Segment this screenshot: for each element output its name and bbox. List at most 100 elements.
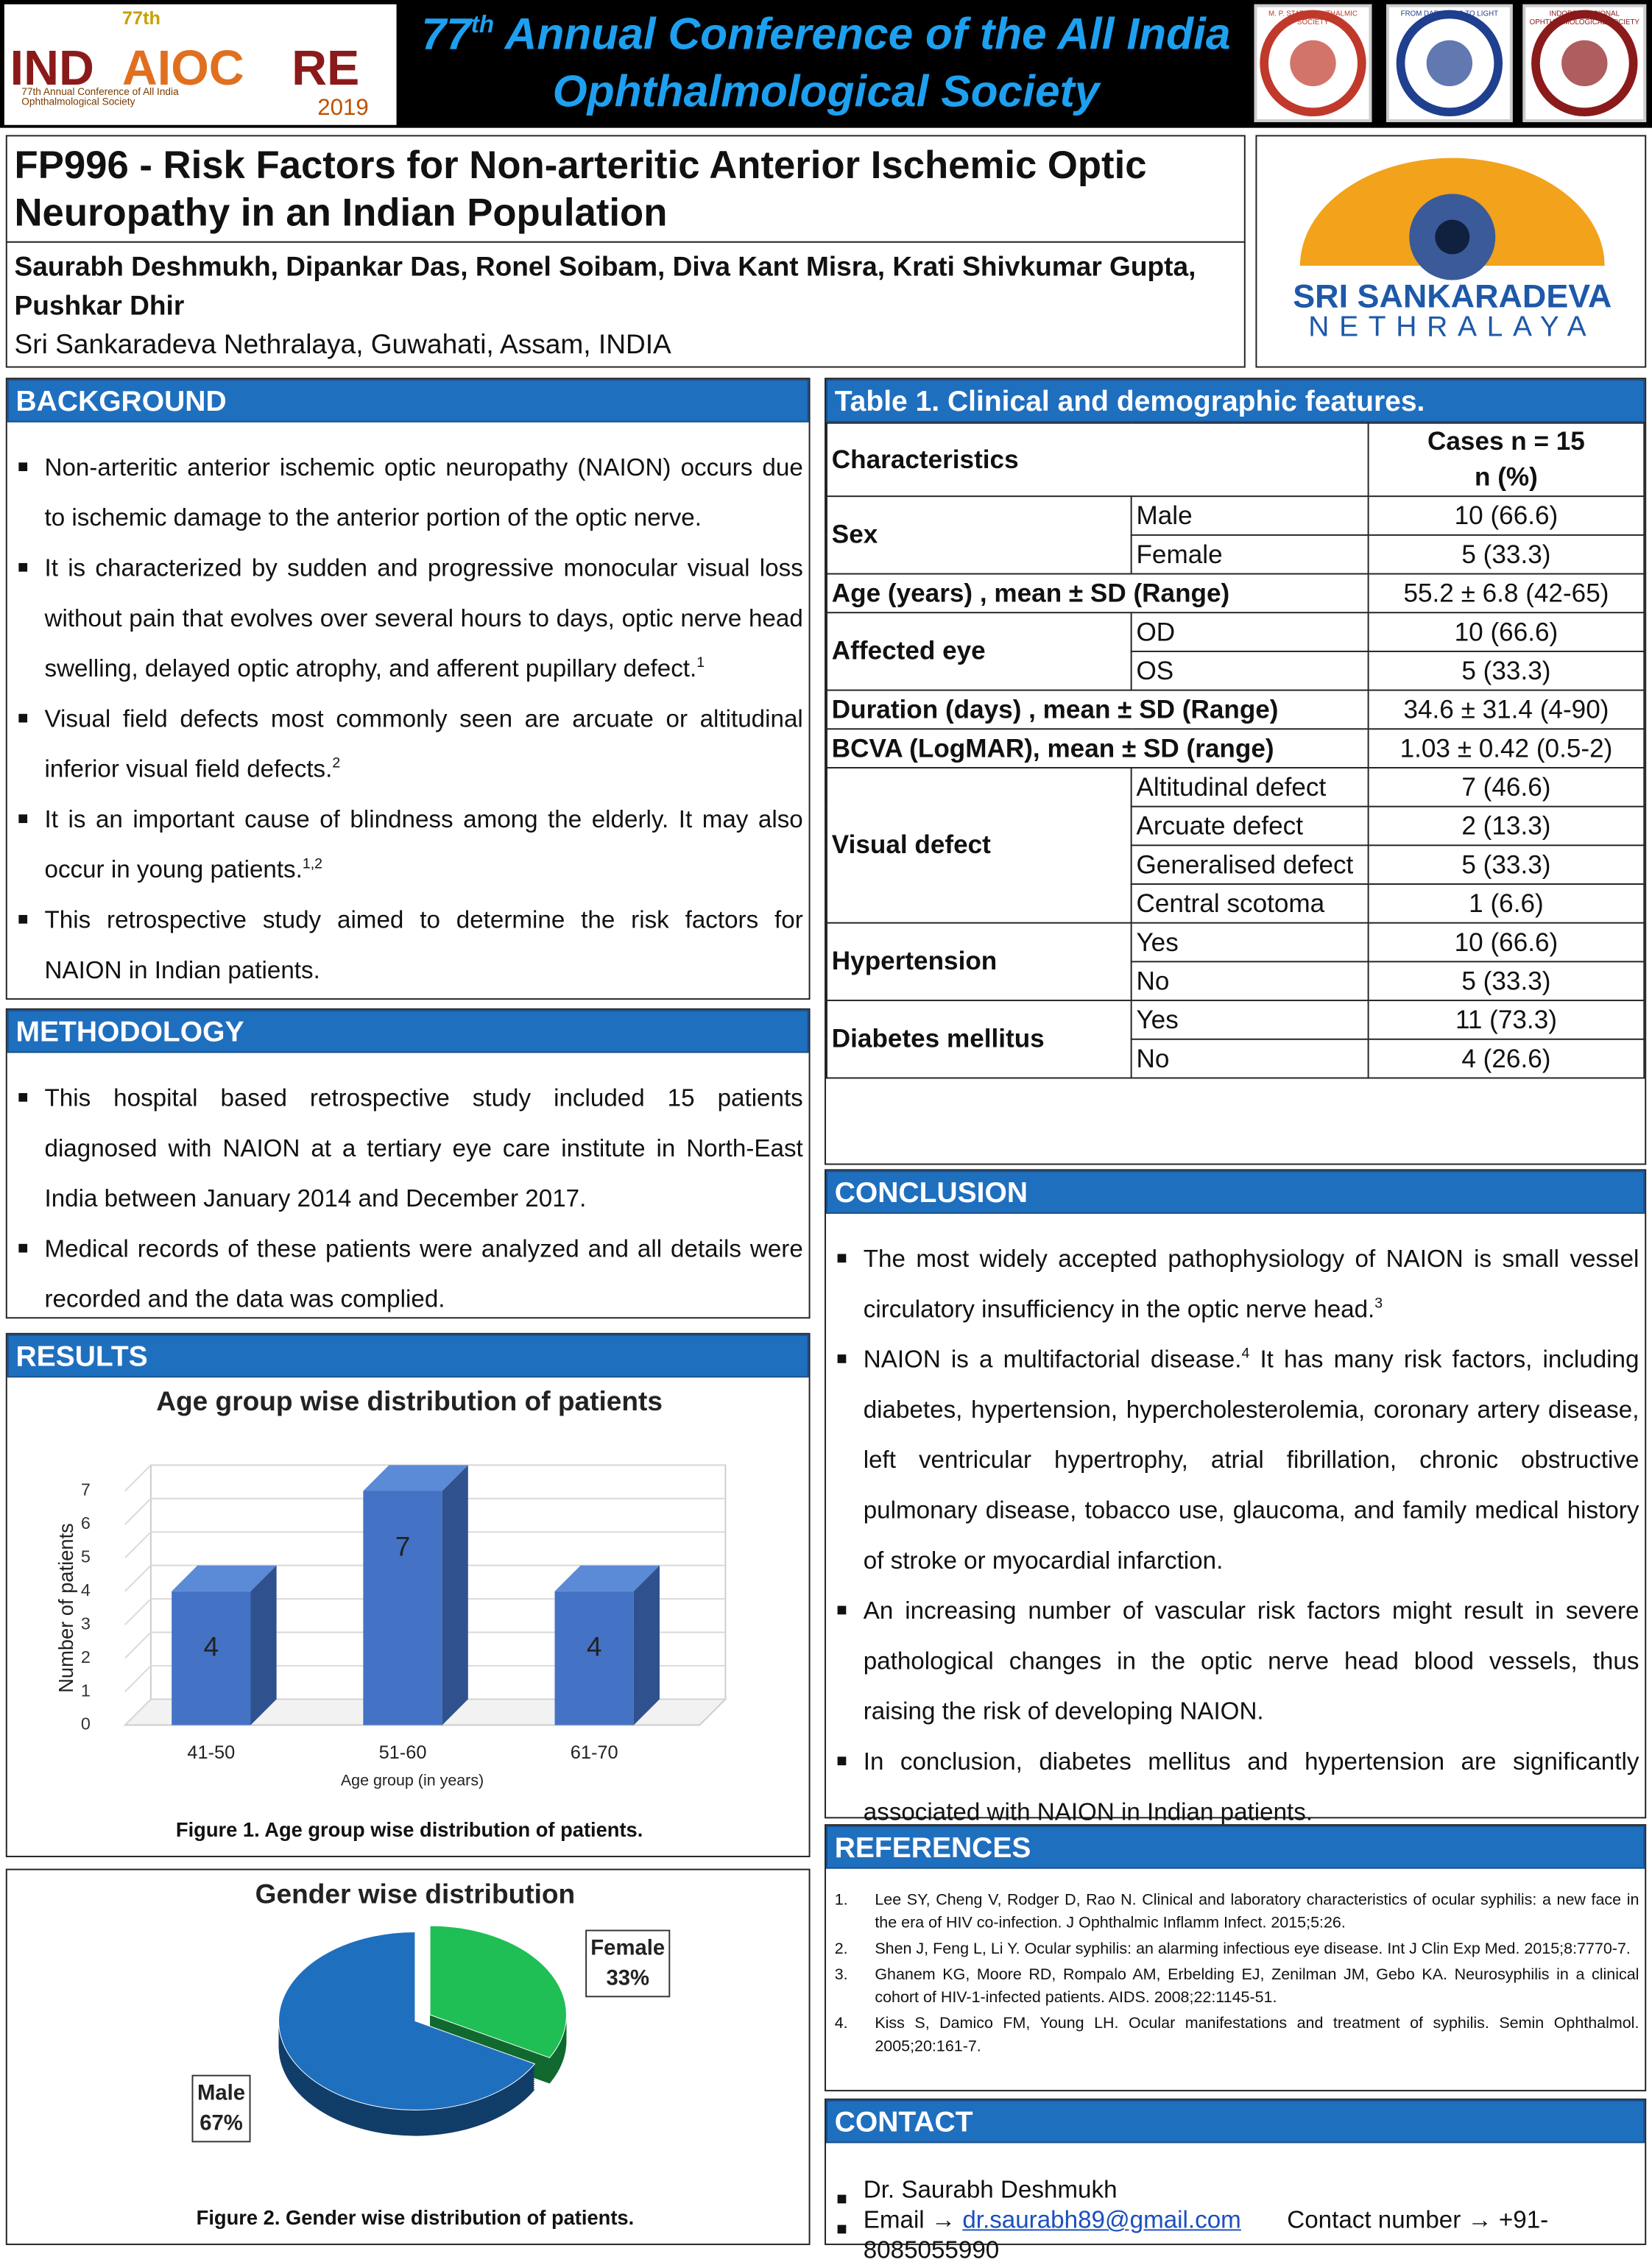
bullet-text: Non-arteritic anterior ischemic optic ne… [44,453,803,531]
slice-top [429,1925,567,2058]
cell-value: 1.03 ± 0.42 (0.5-2) [1367,728,1645,768]
citation: 1 [696,655,705,671]
option-label: OS [1130,650,1369,691]
row-label: Age (years) , mean ± SD (Range) [825,573,1369,614]
phone-label: Contact number → [1287,2206,1492,2234]
data-label: 4 [587,1631,602,1662]
author-box: Saurabh Deshmukh, Dipankar Das, Ronel So… [5,241,1246,368]
legend-label: Female [590,1937,665,1960]
institute-name: SRI SANKARADEVA [1293,277,1612,315]
pie-chart: Gender wise distribution Female 33% Male 67%… [191,1879,671,2229]
reference-number: 4. [834,2015,848,2033]
reference-number: 1. [834,1891,848,1909]
table-header: Characteristics Cases n = 15 n (%) [825,422,1645,498]
table-section: Table 1. Clinical and demographic featur… [825,378,1647,1165]
cell-value: 10 (66.6) [1367,922,1645,963]
bullet: It is an important cause of blindness am… [15,794,803,895]
section-heading: REFERENCES [825,1826,1645,1869]
bar [363,1465,468,1725]
option-label: Male [1130,495,1369,536]
data-label: 4 [204,1631,219,1662]
reference-text: Ghanem KG, Moore RD, Rompalo AM, Erbeldi… [875,1966,1639,2007]
logo-ring [1260,10,1366,117]
y-tick-label: 6 [81,1513,91,1533]
section-heading: METHODOLOGY [7,1009,809,1053]
bullet-text: It has many risk factors, including diab… [863,1346,1639,1575]
logo-year: 2019 [317,96,369,121]
label-box [585,1929,671,1998]
reference-list: 1. Lee SY, Cheng V, Rodger D, Rao N. Clin… [826,1869,1645,2059]
y-tick-label: 4 [81,1580,91,1600]
institute-logo: SRI SANKARADEVA NETHRALAYA [1255,135,1647,368]
contact-details: Email → dr.saurabh89@gmail.com Contact nu… [835,2205,1639,2265]
logo-edition: 77th [121,7,161,29]
cell-value: 1 (6.6) [1367,883,1645,924]
title-number: 77 [421,8,471,60]
table-row: Generalised defect 5 (33.3) [827,844,1645,886]
authors: Saurabh Deshmukh, Dipankar Das, Ronel So… [14,252,1196,322]
citation: 3 [1374,1296,1383,1312]
bar-chart: Age group wise distribution of patients 0… [54,1385,727,1841]
x-tick-label: 41-50 [187,1742,235,1763]
figure2-box: Gender wise distribution Female 33% Male 67%… [5,1868,811,2245]
y-tick-label: 7 [81,1480,91,1499]
y-tick-label: 2 [81,1647,91,1667]
grid-line [124,1464,726,1492]
logo-ring [1396,10,1503,117]
results-section: RESULTS Age group wise distribution of p… [5,1332,811,1858]
reference: 3. Ghanem KG, Moore RD, Rompalo AM, Erbel… [835,1963,1639,2009]
contact-name: Dr. Saurabh Deshmukh [835,2174,1639,2205]
contact-section: CONTACT Dr. Saurabh Deshmukh Email → dr.… [825,2098,1647,2264]
row-label: Sex [825,495,1132,575]
affiliation: Sri Sankaradeva Nethralaya, Guwahati, As… [14,330,671,361]
conclusion-section: CONCLUSION The most widely accepted path… [825,1169,1647,1826]
table-row: BCVA (LogMAR), mean ± SD (range) 1.03 ± 0… [825,728,1645,768]
cell-value: 5 (33.3) [1367,844,1645,886]
bullet: In conclusion, diabetes mellitus and hyp… [835,1736,1639,1837]
figure-caption: Figure 2. Gender wise distribution of pa… [197,2206,635,2229]
poster-title: FP996 - Risk Factors for Non-arteritic A… [14,144,1147,235]
table-row: Visual defect Altitudinal defect 7 (46.6) [825,766,1645,924]
title-suffix: th [470,10,495,39]
cell-value: 5 (33.3) [1367,650,1645,691]
logo-word-middle: AIOC [121,41,244,96]
reference-number: 3. [834,1966,848,1984]
table-row: Sex Male 10 (66.6) [825,495,1645,575]
bar-top [172,1565,277,1591]
logo-core [1561,40,1608,87]
table-row: Hypertension Yes 10 (66.6) [825,922,1645,1002]
logo-core [1426,40,1473,87]
chart-title: Gender wise distribution [255,1879,576,1909]
row-label: Diabetes mellitus [825,1000,1132,1079]
header-text: n (%) [1475,462,1538,492]
option-label: Yes [1130,1000,1369,1040]
logo-text: INDORE DIVISIONAL OPHTHALMOLOGICAL SOCIE… [1529,10,1639,28]
option-label: Central scotoma [1130,883,1369,924]
row-label: Duration (days) , mean ± SD (Range) [825,689,1369,730]
logo-art [1260,10,1366,117]
cell-value: 34.6 ± 31.4 (4-90) [1367,689,1645,730]
bullet-list: The most widely accepted pathophysiology… [826,1214,1645,1837]
cell-value: 55.2 ± 6.8 (42-65) [1367,573,1645,614]
reference-text: Lee SY, Cheng V, Rodger D, Rao N. Clinic… [875,1891,1639,1932]
bullet-text: It is characterized by sudden and progre… [44,554,803,682]
grid-line [124,1698,726,1726]
logo-core [1290,40,1336,87]
bar-front [363,1491,442,1725]
logo-pupil [1435,219,1470,255]
table-row: Duration (days) , mean ± SD (Range) 34.6 … [825,689,1645,730]
table-row: Arcuate defect 2 (13.3) [827,805,1645,847]
email-link[interactable]: dr.saurabh89@gmail.com [962,2206,1241,2234]
bar-front [172,1591,251,1725]
citation: 4 [1241,1346,1250,1363]
contact-list: Dr. Saurabh Deshmukh Email → dr.saurabh8… [826,2143,1645,2265]
cell-value: 4 (26.6) [1367,1038,1645,1079]
row-label: BCVA (LogMAR), mean ± SD (range) [825,728,1369,768]
logo-art [1396,10,1503,117]
logo-art [1531,10,1638,117]
data-label: 67% [200,2112,243,2135]
cell-value: 10 (66.6) [1367,495,1645,536]
option-label: OD [1130,612,1369,652]
reference-text: Kiss S, Damico FM, Young LH. Ocular mani… [875,2015,1639,2056]
y-tick-label: 0 [81,1714,91,1734]
